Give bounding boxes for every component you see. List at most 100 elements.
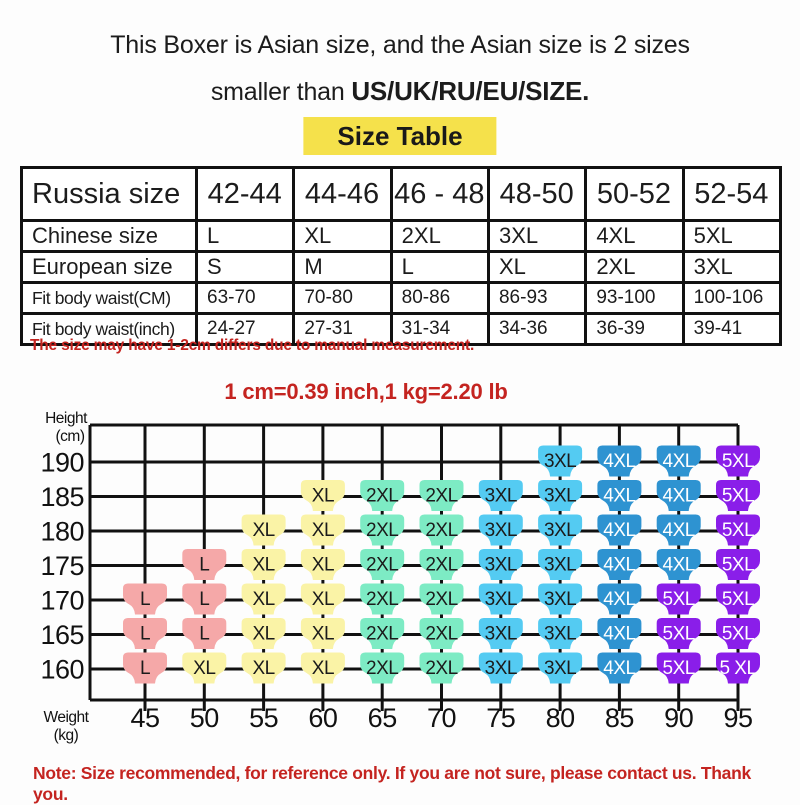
size-marker: L [182,583,227,615]
size-marker-label: 5 XL [719,658,756,679]
size-table: Russia size 42-44 44-46 46 - 48 48-50 50-52 52… [20,166,783,346]
size-marker-label: XL [252,555,274,576]
size-marker-label: 4XL [603,624,635,645]
briefs-icon [300,652,345,684]
x-axis-title: Weight [44,709,90,726]
size-table-cell: 70-80 [292,281,393,315]
size-table-row: Russia size 42-44 44-46 46 - 48 48-50 50-52 52… [20,166,783,222]
row-label: Chinese size [20,219,198,253]
size-marker-label: XL [312,658,334,679]
size-marker: 3XL [478,480,523,511]
size-marker: 2XL [360,480,405,511]
briefs-icon [123,618,167,649]
x-tick-label: 45 [130,703,159,733]
row-label: Fit body waist(inch) [20,312,198,346]
briefs-icon [597,514,642,546]
size-marker: 3XL [538,583,583,615]
briefs-icon [300,583,345,615]
size-marker: XL [300,480,345,511]
size-marker-label: 2XL [366,520,398,541]
y-axis-title: (cm) [56,428,85,445]
x-tick-label: 80 [546,703,575,733]
size-table-cell: L [194,219,296,253]
size-table-cell: 42-44 [194,166,296,222]
size-marker-label: 2XL [366,589,398,610]
row-label: Fit body waist(CM) [20,281,198,315]
size-marker-label: 5XL [722,555,754,576]
size-marker: 5XL [656,618,701,649]
size-marker: 5 XL [716,652,760,684]
size-table-cell: XL [292,219,393,253]
size-marker: XL [300,549,345,580]
size-table-cell: 2XL [389,219,490,253]
size-table-title-badge: Size Table [303,117,497,155]
size-marker: 3XL [538,652,583,684]
y-tick-label: 165 [40,620,84,650]
size-marker: 3XL [478,549,523,580]
size-marker-label: L [140,589,150,610]
size-marker-label: 4XL [663,451,695,472]
x-tick-label: 60 [308,703,337,733]
size-table-cell: 31-34 [389,312,490,346]
size-marker: 4XL [597,480,642,511]
briefs-icon [656,514,701,546]
size-marker-label: 2XL [425,658,457,679]
briefs-icon [597,480,642,511]
briefs-icon [419,480,464,511]
header-bold-sizes: US/UK/RU/EU/SIZE. [351,76,590,106]
size-marker-label: 3XL [544,658,576,679]
size-marker-label: 5XL [722,451,754,472]
size-marker: XL [241,514,286,546]
briefs-icon [478,618,523,649]
briefs-icon [300,514,345,546]
size-marker-label: 2XL [425,589,457,610]
briefs-icon [360,480,405,511]
size-marker-label: XL [312,486,334,507]
briefs-icon [419,514,464,546]
size-marker-label: L [140,658,150,679]
size-marker-label: XL [252,624,274,645]
size-marker: 3XL [538,514,583,546]
briefs-icon [656,445,701,477]
x-tick-label: 70 [427,703,456,733]
size-marker-label: 5XL [663,658,695,679]
size-marker-label: 3XL [485,486,517,507]
size-marker-label: XL [312,589,334,610]
size-marker: 3XL [538,445,583,477]
briefs-icon [300,618,345,649]
size-marker: 4XL [597,549,642,580]
briefs-icon [360,583,405,615]
size-table-row: Fit body waist(CM) 63-70 70-80 80-86 86-93 93… [20,281,783,315]
briefs-icon [182,618,227,649]
briefs-icon [656,618,701,649]
size-table-cell: 4XL [584,219,685,253]
size-table-cell: 36-39 [584,312,685,346]
size-marker-label: 3XL [485,624,517,645]
size-marker-label: 3XL [485,658,517,679]
size-table-cell: 52-54 [681,166,783,222]
size-table-cell: M [292,250,393,284]
size-table-row: Fit body waist(inch) 24-27 27-31 31-34 34-36… [20,312,783,346]
size-marker-label: 3XL [544,589,576,610]
briefs-icon [478,583,523,615]
page-header: This Boxer is Asian size, and the Asian … [0,22,800,115]
size-marker: L [123,618,167,649]
size-table-cell: 44-46 [292,166,393,222]
briefs-icon [716,583,760,615]
size-marker: 5XL [656,652,701,684]
briefs-icon [597,549,642,580]
size-marker-label: XL [252,589,274,610]
row-label: European size [20,250,198,284]
size-marker: XL [300,618,345,649]
size-marker: 2XL [360,618,405,649]
y-tick-label: 190 [40,448,84,478]
size-marker: 5XL [716,514,760,546]
briefs-icon [538,480,583,511]
size-marker-label: XL [312,555,334,576]
size-marker: 4XL [656,480,701,511]
briefs-icon [123,652,167,684]
size-marker: L [123,652,167,684]
size-marker-label: 5XL [722,624,754,645]
size-marker: 4XL [597,618,642,649]
size-table-cell: S [194,250,296,284]
